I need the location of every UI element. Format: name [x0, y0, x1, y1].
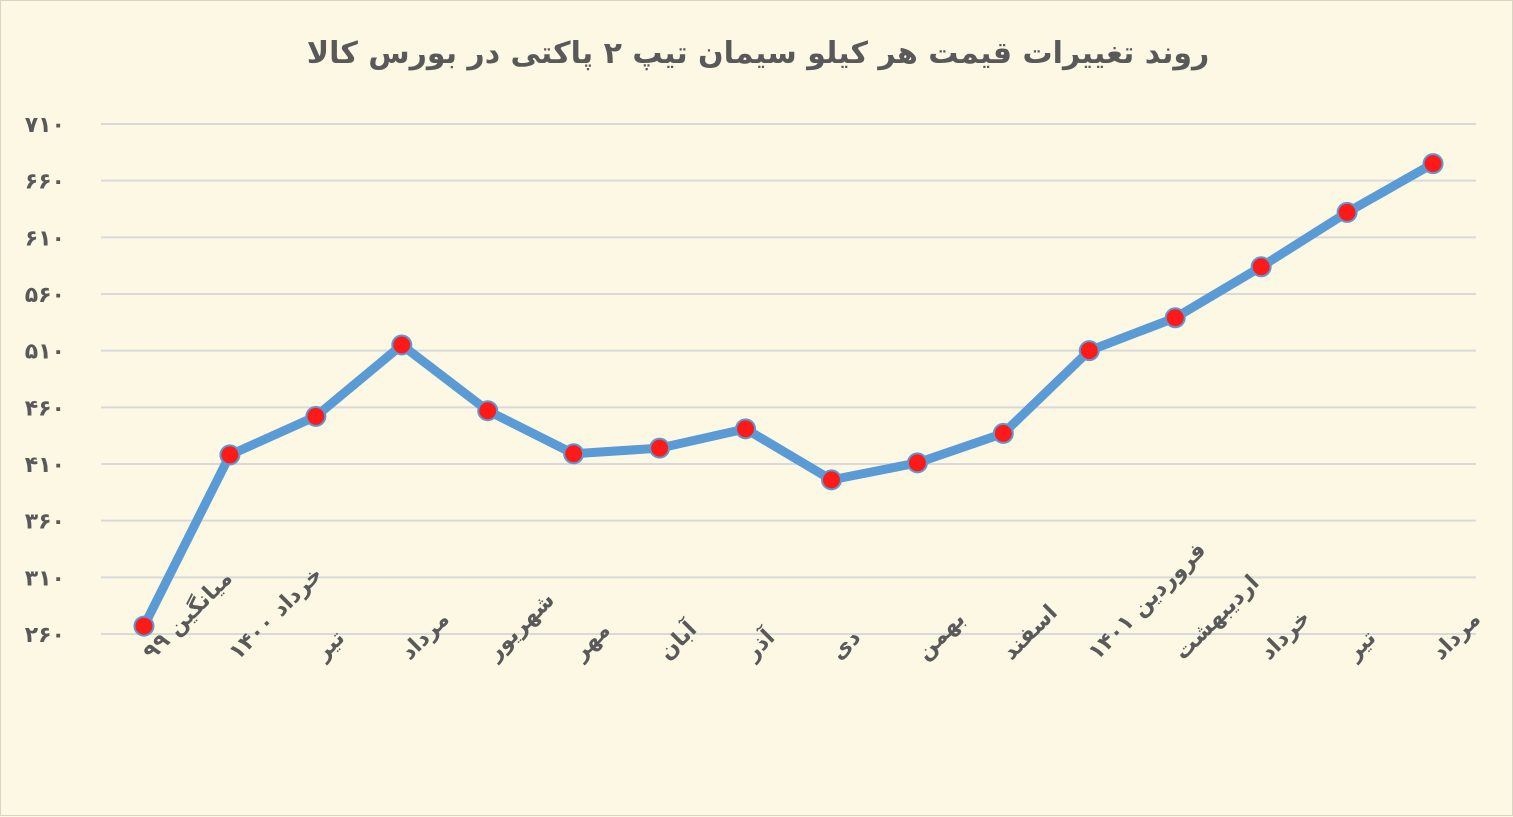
data-point	[391, 334, 413, 356]
data-point	[305, 405, 327, 427]
y-axis-tick-labels: ۲۶۰ ۳۱۰ ۳۶۰ ۴۱۰ ۴۶۰ ۵۱۰ ۵۶۰ ۶۱۰ ۶۶۰ ۷۱۰	[25, 113, 65, 648]
x-tick-label: مرداد	[396, 607, 454, 665]
x-tick-label: اسفند	[998, 600, 1063, 665]
data-point	[735, 418, 757, 440]
x-tick-label: مهر	[568, 618, 616, 666]
y-tick-label: ۴۶۰	[25, 396, 65, 421]
data-point	[906, 452, 928, 474]
data-point	[1336, 201, 1358, 223]
y-tick-label: ۲۶۰	[25, 623, 65, 648]
data-point	[992, 422, 1014, 444]
data-point	[133, 615, 155, 637]
y-tick-label: ۶۶۰	[25, 170, 65, 195]
data-point	[563, 443, 585, 465]
x-tick-label: آبان	[652, 615, 702, 665]
y-tick-label: ۵۶۰	[25, 283, 65, 308]
x-tick-label: آذر	[737, 623, 780, 666]
x-tick-label: بهمن	[912, 607, 970, 665]
data-point	[649, 437, 671, 459]
data-point	[1164, 307, 1186, 329]
y-tick-label: ۵۱۰	[25, 340, 65, 365]
chart-title: روند تغییرات قیمت هر کیلو سیمان تیپ ۲ پا…	[307, 36, 1210, 71]
data-point	[477, 400, 499, 422]
x-tick-label: شهریور	[482, 588, 560, 666]
x-tick-label: تیر	[1341, 626, 1381, 666]
x-tick-label: تیر	[310, 626, 350, 666]
x-tick-label: مرداد	[1428, 607, 1486, 665]
x-tick-label: دی	[826, 625, 866, 665]
gridlines	[101, 123, 1476, 635]
y-tick-label: ۶۱۰	[25, 226, 65, 251]
x-tick-label: اردیبهشت	[1170, 571, 1265, 666]
data-point	[1078, 340, 1100, 362]
y-tick-label: ۴۱۰	[25, 453, 65, 478]
data-point	[1422, 153, 1444, 175]
data-point	[219, 444, 241, 466]
y-tick-label: ۳۶۰	[25, 510, 65, 535]
series-line	[139, 159, 1438, 631]
data-point	[820, 469, 842, 491]
data-series	[133, 153, 1444, 637]
data-point	[1250, 256, 1272, 278]
y-tick-label: ۳۱۰	[25, 566, 65, 591]
x-tick-label: خرداد	[1256, 605, 1316, 665]
y-tick-label: ۷۱۰	[25, 113, 65, 138]
